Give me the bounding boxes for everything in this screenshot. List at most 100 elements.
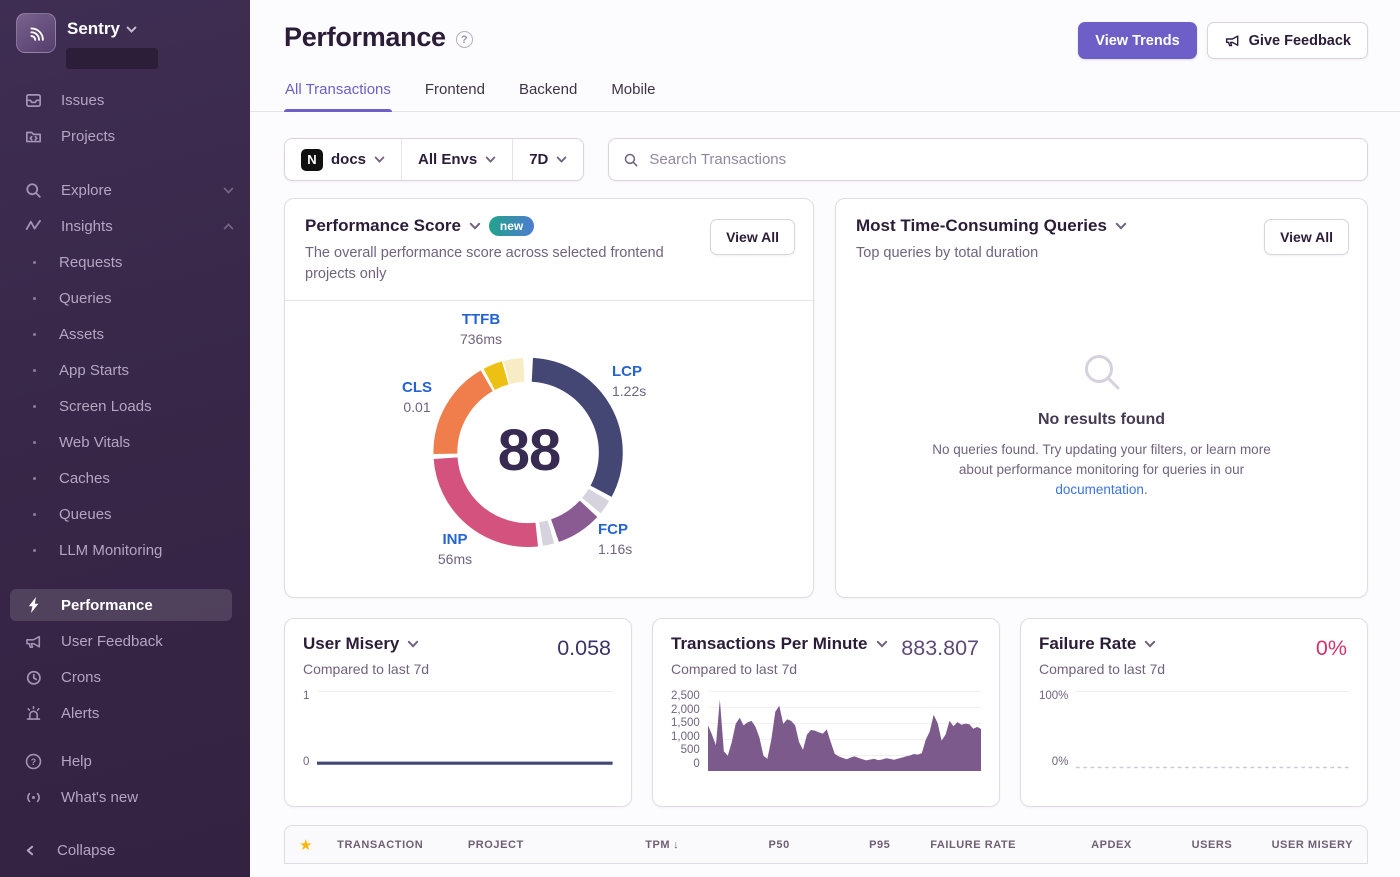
bullet-dot [33, 440, 36, 444]
sidebar-item-insights[interactable]: Insights [0, 208, 250, 244]
issues-icon [24, 91, 43, 110]
sidebar-item-label: Alerts [61, 704, 100, 722]
metric-value: 883.807 [901, 636, 979, 660]
sidebar-item-label: Projects [61, 127, 116, 145]
tab-all-transactions[interactable]: All Transactions [284, 75, 392, 112]
sidebar-item-crons[interactable]: Crons [0, 659, 250, 695]
date-range-filter-dropdown[interactable]: 7D [512, 139, 583, 180]
sidebar-item-screen-loads[interactable]: Screen Loads [0, 388, 250, 424]
bullet-dot [33, 512, 36, 516]
card-description: Top queries by total duration [856, 245, 1039, 261]
card-title: Performance Score [305, 216, 461, 235]
explore-icon [24, 181, 43, 200]
card-title: Transactions Per Minute [671, 634, 868, 653]
card-title: Failure Rate [1039, 634, 1137, 653]
sidebar-item-label: Issues [61, 91, 105, 109]
chevron-down-icon[interactable] [1144, 638, 1156, 650]
column-tpm[interactable]: TPM ↓ [645, 838, 680, 851]
tab-frontend[interactable]: Frontend [424, 81, 485, 98]
sort-descending-icon: ↓ [673, 838, 680, 851]
y-axis: 1 0 [303, 690, 310, 768]
column-transaction[interactable]: TRANSACTION [337, 838, 424, 851]
org-switcher[interactable]: Sentry [0, 0, 250, 82]
view-trends-label: View Trends [1095, 32, 1180, 49]
project-filter-dropdown[interactable]: N docs [285, 139, 401, 180]
metric-subtitle: Compared to last 7d [1039, 661, 1166, 677]
collapse-label: Collapse [57, 841, 116, 859]
column-users[interactable]: USERS [1191, 838, 1233, 851]
documentation-link[interactable]: documentation [1055, 481, 1144, 497]
sidebar-item-queues[interactable]: Queues [0, 496, 250, 532]
performance-score-card: Performance Score new The overall perfor… [284, 198, 814, 598]
metric-subtitle: Compared to last 7d [671, 661, 798, 677]
failure-rate-card: Failure Rate 0% Compared to last 7d 100%… [1020, 618, 1368, 807]
sidebar-item-projects[interactable]: Projects [0, 118, 250, 154]
tpm-chart [707, 691, 981, 771]
vital-fcp: FCP 1.16s [598, 521, 633, 557]
sidebar-item-label: Screen Loads [59, 397, 152, 415]
column-project[interactable]: PROJECT [467, 838, 524, 851]
sidebar-item-performance[interactable]: Performance [0, 587, 250, 623]
megaphone-icon [24, 632, 43, 651]
sidebar: Sentry Issues Projects Explore [0, 0, 250, 877]
sidebar-item-app-starts[interactable]: App Starts [0, 352, 250, 388]
give-feedback-label: Give Feedback [1248, 32, 1351, 49]
help-tooltip-icon[interactable]: ? [455, 31, 473, 48]
sidebar-item-whats-new[interactable]: What's new [0, 779, 250, 815]
column-user-misery[interactable]: USER MISERY [1271, 838, 1353, 851]
divider [285, 300, 813, 302]
view-trends-button[interactable]: View Trends [1078, 22, 1197, 59]
tab-bar: All Transactions Frontend Backend Mobile [250, 75, 1400, 112]
bullet-dot [33, 260, 36, 264]
bullet-dot [33, 476, 36, 480]
chevron-down-icon[interactable] [407, 638, 419, 650]
project-filter-value: docs [331, 151, 367, 168]
sidebar-collapse-button[interactable]: Collapse [0, 833, 250, 867]
tab-backend[interactable]: Backend [518, 81, 578, 98]
bullet-dot [33, 404, 36, 408]
tab-mobile[interactable]: Mobile [611, 81, 656, 98]
help-icon: ? [24, 752, 43, 771]
column-p50[interactable]: P50 [768, 838, 790, 851]
vital-inp: INP 56ms [437, 531, 473, 567]
sidebar-item-requests[interactable]: Requests [0, 244, 250, 280]
search-transactions-input[interactable] [649, 151, 1353, 168]
sidebar-item-label: What's new [61, 788, 139, 806]
sidebar-item-queries[interactable]: Queries [0, 280, 250, 316]
chevron-down-icon[interactable] [469, 220, 481, 232]
sidebar-item-assets[interactable]: Assets [0, 316, 250, 352]
column-failure-rate[interactable]: FAILURE RATE [930, 838, 1017, 851]
vital-lcp: LCP 1.22s [612, 363, 647, 399]
card-title: User Misery [303, 634, 400, 653]
chevron-down-icon[interactable] [1115, 220, 1127, 232]
sidebar-item-caches[interactable]: Caches [0, 460, 250, 496]
sidebar-item-alerts[interactable]: Alerts [0, 695, 250, 731]
chevron-down-icon [374, 154, 385, 165]
view-all-button[interactable]: View All [710, 219, 795, 255]
sidebar-item-llm-monitoring[interactable]: LLM Monitoring [0, 532, 250, 568]
chevron-down-icon [556, 154, 567, 165]
y-axis: 2,500 2,000 1,500 1,000 500 0 [671, 690, 700, 770]
environment-filter-dropdown[interactable]: All Envs [401, 139, 512, 180]
sidebar-item-explore[interactable]: Explore [0, 172, 250, 208]
chevron-down-icon[interactable] [876, 638, 888, 650]
page-filter-bar: N docs All Envs 7D [284, 138, 585, 181]
siren-icon [24, 704, 43, 723]
give-feedback-button[interactable]: Give Feedback [1206, 22, 1368, 59]
column-p95[interactable]: P95 [869, 838, 891, 851]
projects-icon [24, 127, 43, 146]
star-icon[interactable]: ★ [299, 836, 313, 854]
column-apdex[interactable]: APDEX [1091, 838, 1132, 851]
sidebar-item-user-feedback[interactable]: User Feedback [0, 623, 250, 659]
sidebar-item-issues[interactable]: Issues [0, 82, 250, 118]
sidebar-item-label: User Feedback [61, 632, 163, 650]
chevron-up-icon [223, 221, 234, 232]
sidebar-item-help[interactable]: ? Help [0, 743, 250, 779]
broadcast-icon [24, 788, 43, 807]
sidebar-item-web-vitals[interactable]: Web Vitals [0, 424, 250, 460]
metric-value: 0.058 [557, 636, 611, 660]
performance-score-value: 88 [497, 418, 562, 484]
insights-icon [24, 217, 43, 236]
view-all-button[interactable]: View All [1264, 219, 1349, 255]
sidebar-item-label: App Starts [59, 361, 130, 379]
